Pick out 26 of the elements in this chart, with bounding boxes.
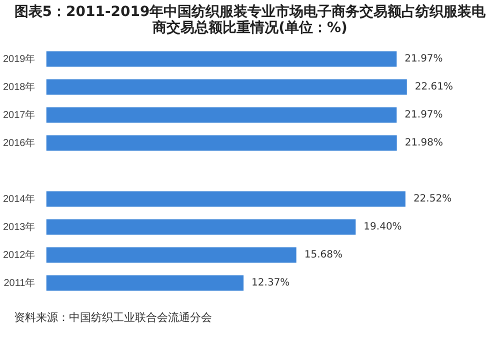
y-tick-label: 2017年 — [2, 108, 36, 121]
bar — [46, 247, 296, 263]
data-label: 21.97% — [404, 54, 443, 65]
bar — [46, 191, 406, 207]
chart-title: 图表5：2011-2019年中国纺织服装专业市场电子商务交易额占纺织服装电商交易总额比重情况(单位：%) — [13, 4, 487, 36]
bar — [46, 79, 407, 95]
data-label: 19.40% — [364, 222, 402, 233]
data-label: 22.52% — [413, 194, 452, 205]
bar — [46, 107, 397, 123]
data-label: 12.37% — [252, 278, 290, 289]
bar — [46, 51, 397, 67]
y-tick-label: 2011年 — [4, 276, 36, 289]
bar — [46, 219, 356, 235]
text: 资料来源：中国纺织工业联合会流通分会 — [14, 310, 213, 325]
y-tick-label: 2014年 — [2, 192, 36, 205]
y-tick-label: 2013年 — [2, 220, 36, 233]
y-tick-label: 2018年 — [2, 80, 36, 93]
y-tick-label: 2016年 — [2, 136, 36, 149]
data-label: 21.97% — [404, 110, 443, 121]
data-label: 15.68% — [304, 250, 342, 261]
bar — [46, 135, 397, 151]
data-label: 21.98% — [404, 138, 443, 149]
y-tick-label: 2019年 — [2, 52, 36, 65]
y-tick-label: 2012年 — [2, 248, 36, 261]
bar — [46, 275, 244, 291]
data-label: 22.61% — [414, 82, 454, 93]
